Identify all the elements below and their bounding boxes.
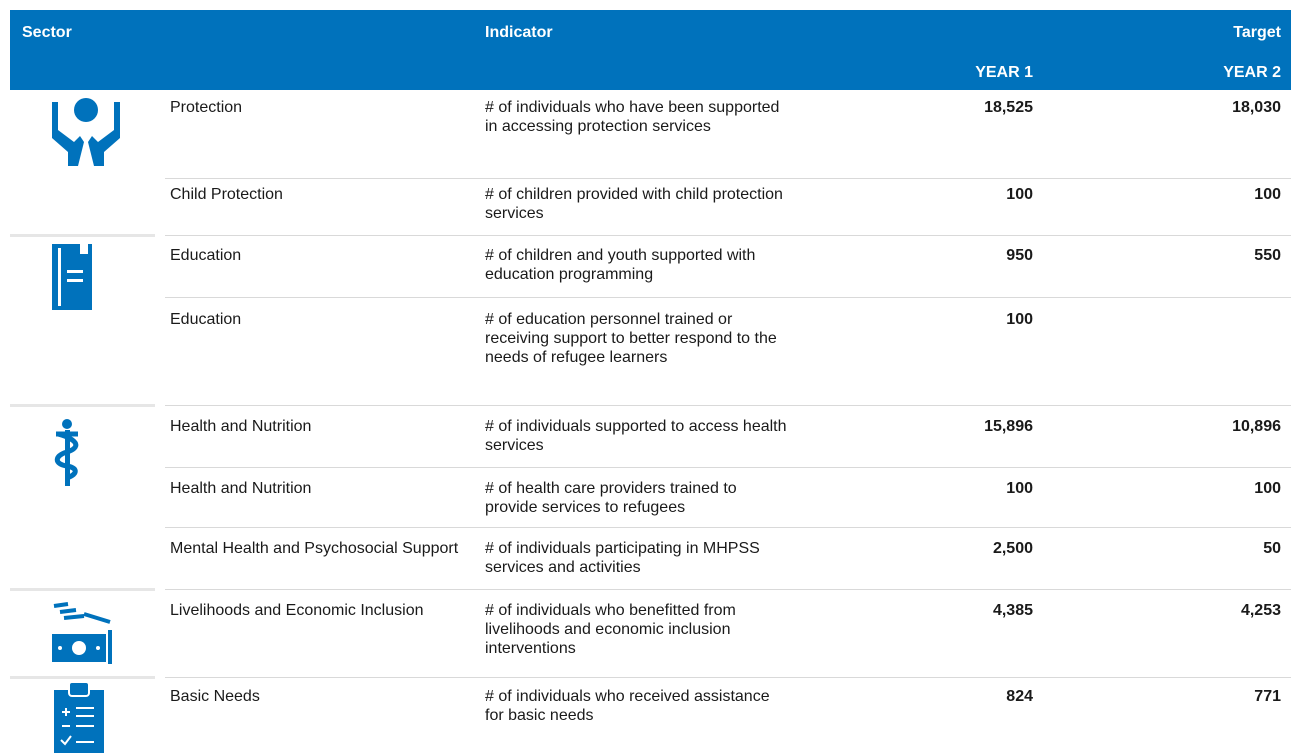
livelihoods-icon — [52, 602, 112, 664]
group-separator — [10, 676, 155, 679]
row-separator — [165, 589, 1291, 590]
year2-value: 50 — [1263, 540, 1281, 557]
row-separator — [165, 297, 1291, 298]
header-year2: YEAR 2 — [1223, 64, 1281, 81]
indicator: # of individuals participating in MHPSS … — [485, 540, 760, 576]
year2-value: 4,253 — [1240, 602, 1281, 619]
group-separator — [10, 404, 155, 407]
year2-value: 100 — [1254, 480, 1281, 497]
sector-name: Education — [170, 247, 242, 264]
indicator: # of individuals supported to access hea… — [485, 418, 787, 454]
sector-name: Basic Needs — [170, 688, 260, 705]
row-separator — [165, 235, 1291, 236]
row-separator — [165, 405, 1291, 406]
year2-value: 18,030 — [1232, 99, 1281, 116]
header-bar — [10, 10, 1291, 90]
row-separator — [165, 467, 1291, 468]
sector-name: Health and Nutrition — [170, 418, 312, 435]
year2-value: 100 — [1254, 186, 1281, 203]
year1-value: 100 — [1006, 480, 1033, 497]
year1-value: 950 — [1006, 247, 1033, 264]
header-target: Target — [1233, 24, 1281, 41]
year1-value: 824 — [1006, 688, 1033, 705]
sector-name: Education — [170, 311, 242, 328]
header-sector: Sector — [22, 24, 72, 41]
indicator: # of education personnel trained or rece… — [485, 311, 777, 366]
header-indicator: Indicator — [485, 24, 553, 41]
indicator: # of health care providers trained to pr… — [485, 480, 737, 516]
header-year1: YEAR 1 — [975, 64, 1033, 81]
indicator: # of individuals who received assistance… — [485, 688, 770, 724]
group-separator — [10, 588, 155, 591]
year1-value: 4,385 — [992, 602, 1033, 619]
protection-icon — [52, 98, 120, 166]
year2-value: 10,896 — [1232, 418, 1281, 435]
year1-value: 2,500 — [992, 540, 1033, 557]
education-icon — [52, 244, 92, 310]
row-separator — [165, 677, 1291, 678]
indicator: # of children provided with child protec… — [485, 186, 783, 222]
year1-value: 100 — [1006, 186, 1033, 203]
indicator: # of children and youth supported with e… — [485, 247, 756, 283]
row-separator — [165, 178, 1291, 179]
sector-name: Child Protection — [170, 186, 283, 203]
year1-value: 18,525 — [984, 99, 1033, 116]
sector-name: Mental Health and Psychosocial Support — [170, 540, 459, 557]
year1-value: 100 — [1006, 311, 1033, 328]
sector-name: Livelihoods and Economic Inclusion — [170, 602, 424, 619]
group-separator — [10, 234, 155, 237]
year2-value: 550 — [1254, 247, 1281, 264]
indicator: # of individuals who benefitted from liv… — [485, 602, 736, 657]
sector-name: Health and Nutrition — [170, 480, 312, 497]
health-icon — [54, 419, 79, 486]
basic-needs-icon — [54, 681, 104, 753]
indicator: # of individuals who have been supported… — [485, 99, 780, 135]
year2-value: 771 — [1254, 688, 1281, 705]
sector-name: Protection — [170, 99, 243, 116]
year1-value: 15,896 — [984, 418, 1033, 435]
row-separator — [165, 527, 1291, 528]
